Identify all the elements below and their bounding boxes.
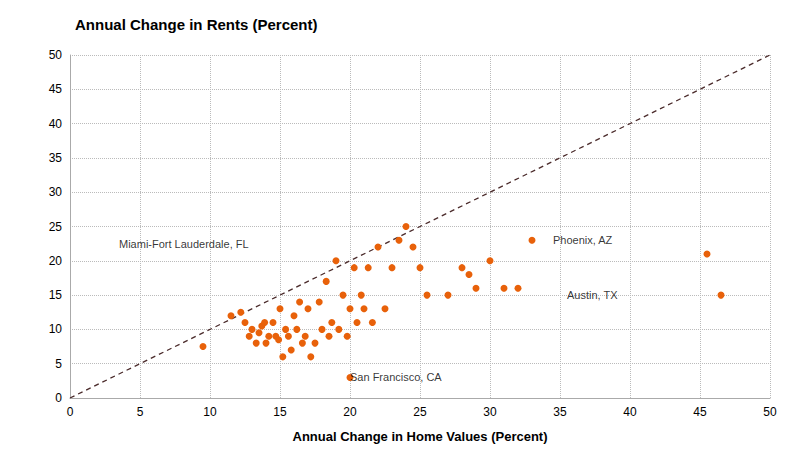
- svg-text:Austin, TX: Austin, TX: [567, 289, 618, 301]
- svg-text:San Francisco, CA: San Francisco, CA: [350, 371, 442, 383]
- svg-text:45: 45: [693, 405, 707, 419]
- svg-text:50: 50: [49, 48, 63, 62]
- svg-text:40: 40: [49, 117, 63, 131]
- svg-text:25: 25: [413, 405, 427, 419]
- svg-text:10: 10: [203, 405, 217, 419]
- svg-text:0: 0: [67, 405, 74, 419]
- svg-text:30: 30: [49, 185, 63, 199]
- svg-text:20: 20: [343, 405, 357, 419]
- svg-text:15: 15: [273, 405, 287, 419]
- svg-text:35: 35: [49, 151, 63, 165]
- svg-text:20: 20: [49, 254, 63, 268]
- svg-text:10: 10: [49, 322, 63, 336]
- svg-text:15: 15: [49, 288, 63, 302]
- svg-text:35: 35: [553, 405, 567, 419]
- svg-text:30: 30: [483, 405, 497, 419]
- svg-text:Annual Change in Rents (Percen: Annual Change in Rents (Percent): [75, 16, 318, 33]
- svg-text:5: 5: [55, 357, 62, 371]
- svg-text:5: 5: [137, 405, 144, 419]
- svg-text:0: 0: [55, 391, 62, 405]
- svg-text:Annual Change in Home Values (: Annual Change in Home Values (Percent): [293, 429, 548, 444]
- svg-text:50: 50: [763, 405, 777, 419]
- svg-text:25: 25: [49, 220, 63, 234]
- svg-text:40: 40: [623, 405, 637, 419]
- svg-text:Phoenix, AZ: Phoenix, AZ: [553, 234, 613, 246]
- svg-text:Miami-Fort Lauderdale, FL: Miami-Fort Lauderdale, FL: [119, 238, 249, 250]
- svg-text:45: 45: [49, 82, 63, 96]
